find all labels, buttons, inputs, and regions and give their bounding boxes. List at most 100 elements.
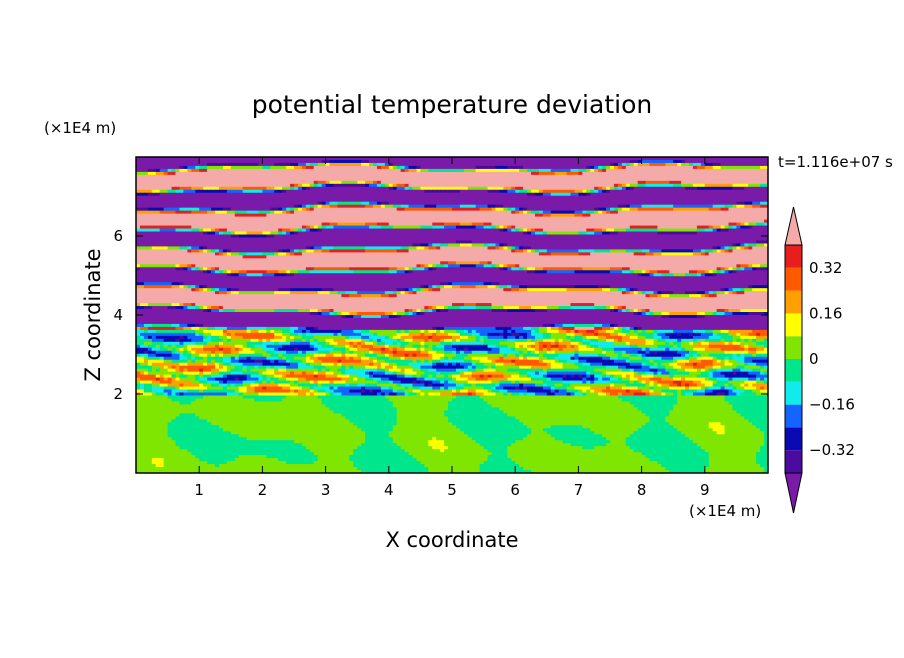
contour-cell bbox=[380, 177, 386, 182]
contour-cell bbox=[641, 186, 647, 191]
contour-cell bbox=[424, 192, 429, 197]
contour-cell bbox=[677, 192, 682, 197]
contour-cell bbox=[471, 195, 477, 200]
contour-cell bbox=[598, 192, 603, 197]
contour-cell bbox=[163, 186, 169, 191]
contour-cell bbox=[222, 183, 228, 188]
contour-cell bbox=[681, 157, 686, 161]
contour-cell bbox=[384, 180, 390, 185]
contour-cell bbox=[266, 195, 271, 200]
contour-cell bbox=[716, 162, 722, 167]
contour-cell bbox=[657, 171, 662, 176]
contour-cell bbox=[250, 198, 256, 203]
contour-cell bbox=[610, 192, 615, 197]
contour-cell bbox=[617, 171, 623, 176]
contour-cell bbox=[519, 171, 524, 176]
contour-cell bbox=[637, 192, 643, 197]
contour-cell bbox=[455, 174, 461, 179]
contour-cell bbox=[586, 168, 591, 173]
contour-cell bbox=[748, 177, 753, 182]
contour-cell bbox=[463, 192, 469, 197]
contour-cell bbox=[313, 195, 319, 200]
contour-cell bbox=[258, 189, 263, 194]
contour-cell bbox=[230, 183, 236, 188]
contour-cell bbox=[467, 165, 473, 170]
contour-cell bbox=[708, 162, 714, 167]
contour-cell bbox=[183, 177, 188, 182]
contour-cell bbox=[404, 192, 410, 197]
contour-cell bbox=[578, 195, 583, 200]
contour-cell bbox=[495, 177, 500, 182]
contour-cell bbox=[297, 165, 303, 170]
contour-cell bbox=[428, 157, 433, 161]
contour-cell bbox=[183, 180, 188, 185]
contour-cell bbox=[704, 183, 710, 188]
contour-cell bbox=[242, 192, 248, 197]
contour-cell bbox=[432, 183, 437, 188]
contour-cell bbox=[716, 168, 722, 173]
contour-cell bbox=[708, 192, 714, 197]
contour-cell bbox=[475, 159, 481, 164]
contour-cell bbox=[171, 171, 177, 176]
contour-cell bbox=[262, 174, 267, 179]
contour-cell bbox=[203, 174, 208, 179]
contour-cell bbox=[598, 174, 603, 179]
contour-cell bbox=[495, 171, 500, 176]
contour-cell bbox=[404, 174, 410, 179]
contour-cell bbox=[365, 174, 370, 179]
contour-cell bbox=[594, 180, 599, 185]
contour-cell bbox=[716, 186, 722, 191]
contour-cell bbox=[503, 183, 508, 188]
contour-cell bbox=[254, 159, 260, 164]
contour-cell bbox=[523, 195, 528, 200]
contour-cell bbox=[250, 165, 256, 170]
contour-cell bbox=[681, 174, 686, 179]
contour-cell bbox=[602, 183, 607, 188]
contour-cell bbox=[297, 174, 303, 179]
contour-cell bbox=[151, 198, 157, 203]
contour-cell bbox=[673, 186, 678, 191]
contour-cell bbox=[475, 177, 481, 182]
contour-cell bbox=[290, 195, 295, 200]
contour-cell bbox=[633, 165, 639, 170]
contour-cell bbox=[590, 177, 595, 182]
contour-cell bbox=[673, 162, 678, 167]
contour-cell bbox=[744, 159, 749, 164]
contour-cell bbox=[471, 162, 477, 167]
contour-cell bbox=[491, 171, 497, 176]
contour-cell bbox=[495, 192, 500, 197]
contour-cell bbox=[653, 177, 658, 182]
contour-cell bbox=[171, 174, 177, 179]
contour-cell bbox=[313, 183, 319, 188]
contour-cell bbox=[159, 177, 165, 182]
contour-cell bbox=[183, 183, 188, 188]
contour-cell bbox=[301, 157, 307, 161]
contour-cell bbox=[503, 171, 508, 176]
contour-cell bbox=[740, 189, 745, 194]
contour-cell bbox=[570, 189, 576, 194]
contour-cell bbox=[290, 171, 295, 176]
contour-cell bbox=[309, 183, 315, 188]
contour-cell bbox=[681, 177, 686, 182]
contour-cell bbox=[341, 168, 346, 173]
contour-cell bbox=[653, 189, 658, 194]
contour-cell bbox=[388, 183, 394, 188]
contour-cell bbox=[195, 192, 200, 197]
contour-cell bbox=[444, 180, 449, 185]
contour-cell bbox=[455, 165, 461, 170]
contour-cell bbox=[444, 183, 449, 188]
contour-cell bbox=[459, 171, 465, 176]
contour-cell bbox=[218, 159, 224, 164]
contour-cell bbox=[610, 195, 615, 200]
contour-cell bbox=[250, 162, 256, 167]
contour-cell bbox=[207, 168, 212, 173]
contour-cell bbox=[661, 157, 666, 161]
contour-cell bbox=[610, 180, 615, 185]
contour-cell bbox=[546, 168, 552, 173]
contour-cell bbox=[550, 189, 556, 194]
contour-cell bbox=[325, 180, 331, 185]
contour-cell bbox=[317, 186, 323, 191]
contour-cell bbox=[590, 159, 595, 164]
contour-cell bbox=[278, 183, 283, 188]
contour-cell bbox=[349, 174, 354, 179]
